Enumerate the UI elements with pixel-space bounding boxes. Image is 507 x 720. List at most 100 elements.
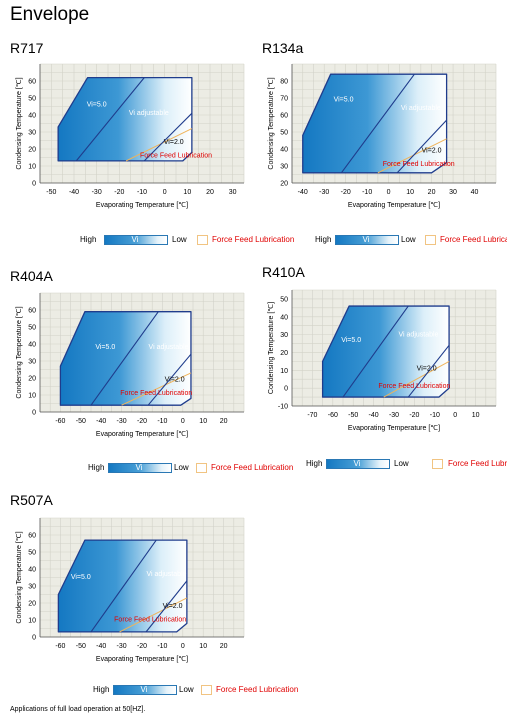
x-tick-label: -40 [96,418,106,425]
legend-ffl-swatch [196,463,207,473]
y-tick-label: 20 [28,376,36,383]
ffl-boundary-line [125,128,193,162]
y-tick-label: 20 [280,350,288,357]
vi-divider-line [75,77,145,162]
x-tick-label: -20 [409,412,419,419]
y-tick-label: 10 [280,368,288,375]
y-tick-label: 40 [28,113,36,120]
x-tick-label: 30 [229,189,237,196]
x-tick-label: 10 [183,189,191,196]
legend-low: Low [394,459,409,468]
envelope-chart-r507a: -60 -50 -40 -30 -20 -10 0 10 20 0 10 20 30 40 50 60 Evap… [16,517,245,663]
legend-low: Low [172,235,187,244]
legend-gradient [104,235,168,245]
x-tick-label: 20 [206,189,214,196]
legend-ffl: Force Feed Lubrication [211,463,294,472]
label-vi-fixed: Vi=5.0 [95,344,115,351]
legend-high: High [93,685,110,694]
legend-ffl: Force Feed Lubrication [212,235,295,244]
ffl-boundary-line [377,138,447,174]
legend-low: Low [174,463,189,472]
x-tick-label: -30 [389,412,399,419]
refrigerant-title-r404a: R404A [10,268,53,284]
operating-envelope [321,305,450,398]
x-tick-label: -60 [55,643,65,650]
operating-envelope [59,311,192,406]
x-tick-label: 0 [453,412,457,419]
legend-r404a: High Vi Low Force Feed Lubrication [88,463,293,475]
x-tick-label: -30 [117,643,127,650]
y-tick-label: -10 [278,404,288,411]
page-title: Envelope [10,4,90,25]
x-tick-label: 20 [220,643,228,650]
x-axis-label: Evaporating Temperature [℃] [348,202,440,209]
y-tick-label: 30 [28,359,36,366]
vi-divider-line [342,305,409,398]
y-tick-label: 20 [28,147,36,154]
legend-ffl-swatch [197,235,208,245]
label-vi-low: Vi=2.0 [163,603,183,610]
y-tick-label: 30 [280,164,288,171]
y-tick-label: 20 [280,181,288,188]
x-tick-label: -20 [114,189,124,196]
operating-envelope [57,76,193,162]
x-tick-label: -50 [46,189,56,196]
x-tick-label: -50 [348,412,358,419]
operating-envelope [302,73,448,174]
y-tick-label: 10 [28,164,36,171]
vi-low-line [147,353,192,406]
legend-high: High [306,459,323,468]
vi-low-line [143,112,193,162]
y-tick-label: 80 [280,79,288,86]
footnote: Applications of full load operation at 5… [10,706,146,713]
legend-gradient [108,463,172,473]
ffl-boundary-line [119,597,188,633]
y-tick-label: 30 [28,584,36,591]
y-axis-label: Condensing Temperature [℃] [268,77,275,169]
label-vi-low: Vi=2.0 [417,365,437,372]
legend-gradient [326,459,390,469]
x-tick-label: -10 [157,643,167,650]
operating-envelope [57,539,188,633]
legend-ffl-swatch [425,235,436,245]
vi-divider-line [90,311,159,406]
y-tick-label: 10 [28,618,36,625]
x-tick-label: 10 [199,643,207,650]
y-axis-label: Condensing Temperature [℃] [16,531,23,623]
y-axis-label: Condensing Temperature [℃] [16,77,23,169]
y-tick-label: 70 [280,96,288,103]
x-axis-label: Evaporating Temperature [℃] [96,431,188,438]
label-vi-adjustable: Vi adjustable [401,105,441,112]
x-tick-label: 0 [387,189,391,196]
label-vi-low: Vi=2.0 [422,147,442,154]
x-tick-label: 20 [428,189,436,196]
x-tick-label: -60 [328,412,338,419]
legend-ffl-swatch [201,685,212,695]
label-vi-low: Vi=2.0 [165,376,185,383]
label-vi-adjustable: Vi adjustable [146,571,186,578]
y-tick-label: 50 [28,325,36,332]
label-vi-fixed: Vi=5.0 [71,574,91,581]
legend-gradient [335,235,399,245]
label-vi-fixed: Vi=5.0 [341,337,361,344]
y-tick-label: 50 [28,550,36,557]
x-tick-label: -10 [430,412,440,419]
x-tick-label: 10 [406,189,414,196]
label-vi-adjustable: Vi adjustable [398,331,438,338]
legend-ffl: Force Feed Lubrication [440,235,507,244]
y-tick-label: 30 [28,130,36,137]
y-tick-label: 40 [28,567,36,574]
y-tick-label: 20 [28,601,36,608]
envelope-chart-r717: -50 -40 -30 -20 -10 0 10 20 30 0 10 20 30 40 50 60 Evapo… [16,63,245,209]
legend-vi: Vi [135,463,143,472]
x-tick-label: -10 [362,189,372,196]
vi-low-line [145,580,188,633]
y-tick-label: 10 [28,393,36,400]
x-axis-label: Evaporating Temperature [℃] [96,202,188,209]
label-vi-adjustable: Vi adjustable [149,344,189,351]
label-vi-fixed: Vi=5.0 [87,102,107,109]
y-tick-label: 0 [32,181,36,188]
label-vi-low: Vi=2.0 [164,139,184,146]
x-tick-label: -60 [55,418,65,425]
y-tick-label: 0 [32,410,36,417]
